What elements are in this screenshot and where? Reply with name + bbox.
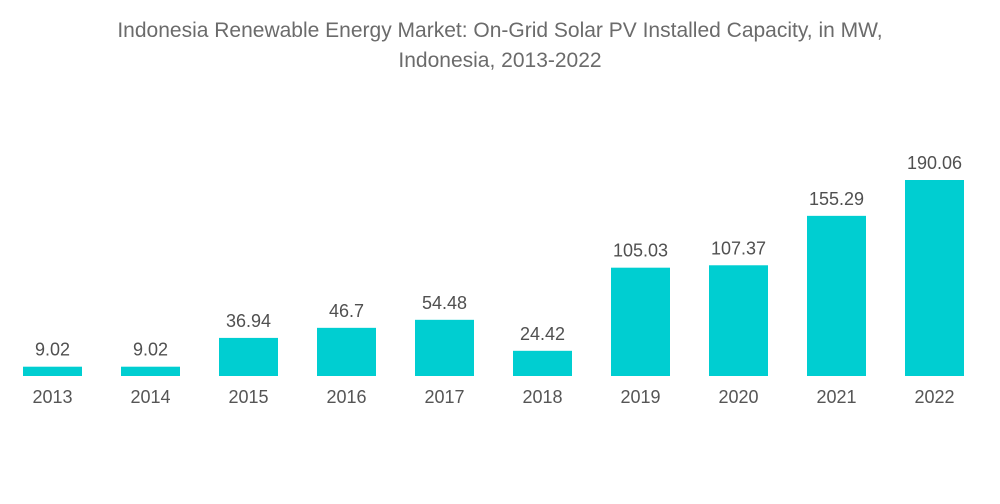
x-tick-2016: 2016: [326, 387, 366, 407]
x-tick-2021: 2021: [816, 387, 856, 407]
data-label-2015: 36.94: [226, 311, 271, 331]
x-tick-2015: 2015: [228, 387, 268, 407]
bar-2021: [807, 215, 866, 376]
data-label-2016: 46.7: [329, 301, 364, 321]
data-label-2013: 9.02: [35, 340, 70, 360]
data-label-2019: 105.03: [613, 241, 668, 261]
chart-title: Indonesia Renewable Energy Market: On-Gr…: [0, 16, 1000, 76]
x-tick-2017: 2017: [424, 387, 464, 407]
bar-2015: [219, 337, 278, 376]
data-label-2022: 190.06: [907, 153, 962, 173]
bar-2016: [317, 327, 376, 376]
x-tick-2018: 2018: [522, 387, 562, 407]
bar-2017: [415, 319, 474, 376]
x-tick-2014: 2014: [130, 387, 170, 407]
bar-2019: [611, 267, 670, 376]
x-tick-2020: 2020: [718, 387, 758, 407]
x-tick-2019: 2019: [620, 387, 660, 407]
data-label-2020: 107.37: [711, 238, 766, 258]
bar-2013: [23, 366, 82, 376]
x-tick-2013: 2013: [32, 387, 72, 407]
data-label-2017: 54.48: [422, 293, 467, 313]
bar-2022: [905, 180, 964, 376]
data-label-2018: 24.42: [520, 324, 565, 344]
data-label-2014: 9.02: [133, 340, 168, 360]
bar-2020: [709, 265, 768, 376]
bar-2014: [121, 366, 180, 376]
x-tick-2022: 2022: [914, 387, 954, 407]
bar-2018: [513, 350, 572, 376]
chart-subtitle: Indonesia, 2013-2022: [398, 49, 602, 72]
chart-title-line1: Indonesia Renewable Energy Market: On-Gr…: [117, 19, 883, 42]
data-label-2021: 155.29: [809, 189, 864, 209]
